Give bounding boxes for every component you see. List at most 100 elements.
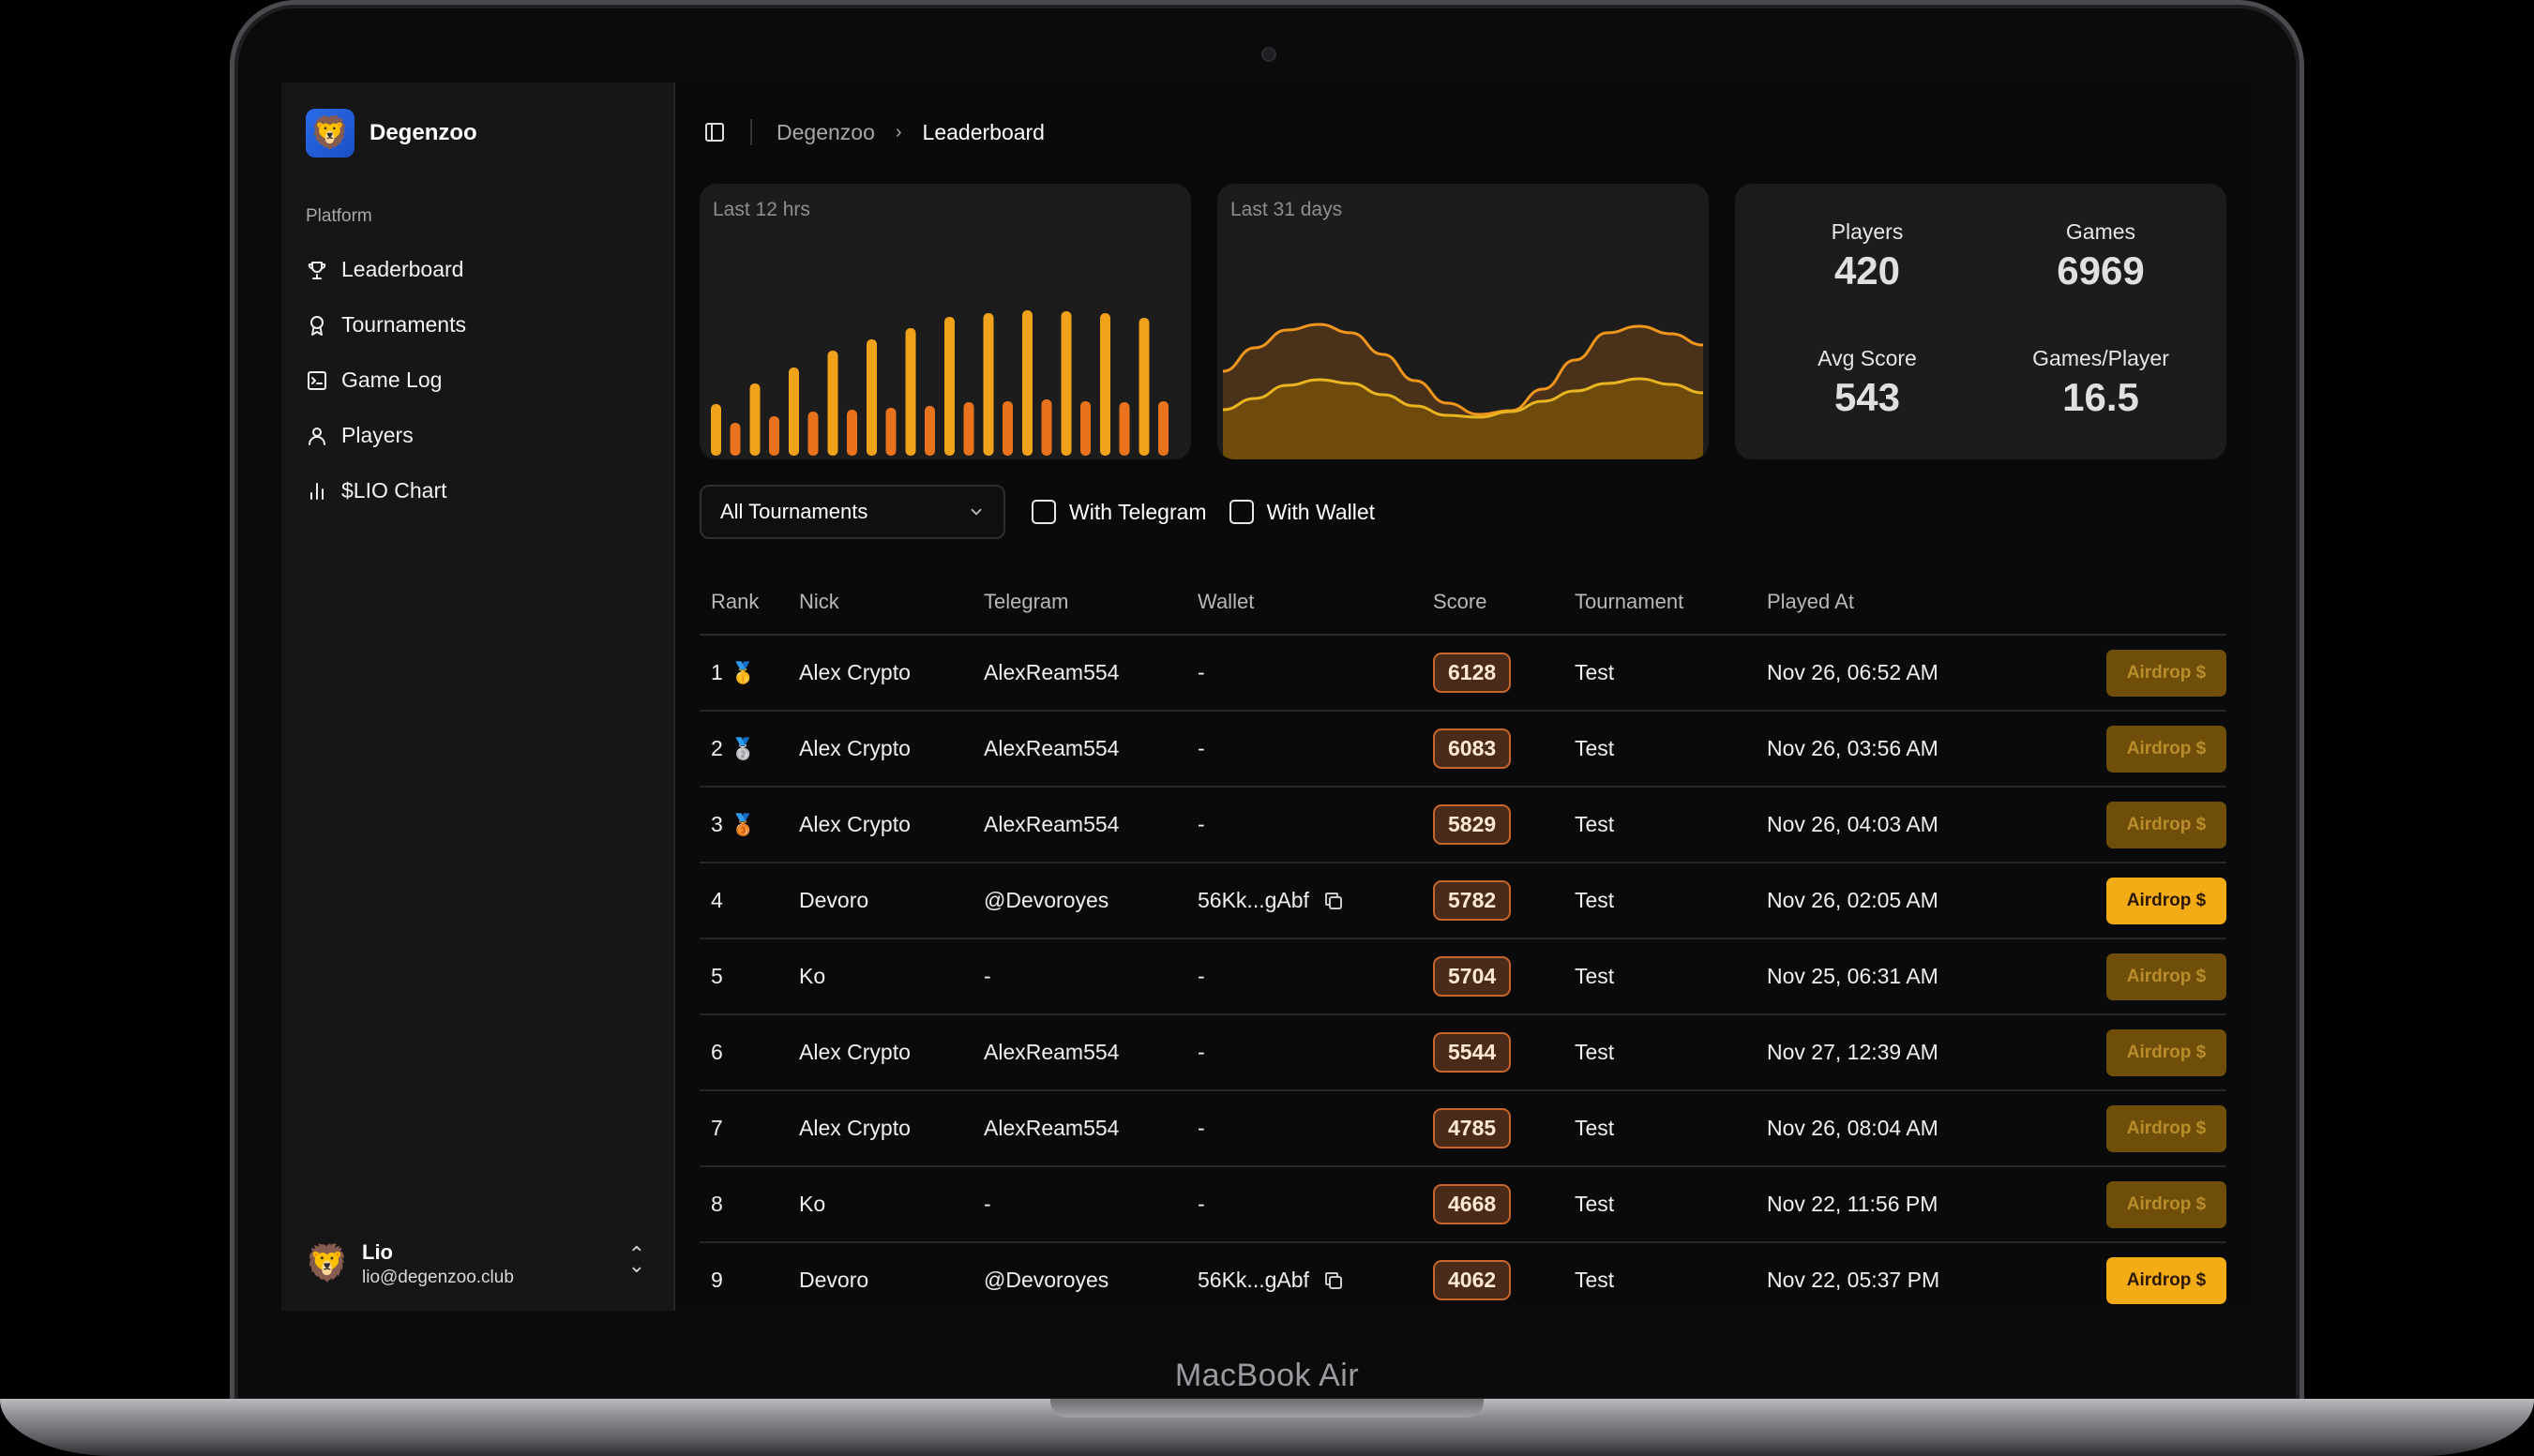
brand[interactable]: 🦁 Degenzoo	[306, 109, 477, 158]
area-line	[1222, 323, 1704, 416]
airdrop-button[interactable]: Airdrop $	[2106, 1104, 2226, 1152]
area-chart	[1222, 323, 1704, 459]
bar	[983, 313, 994, 456]
airdrop-button[interactable]: Airdrop $	[2106, 1028, 2226, 1076]
table-row[interactable]: 1 🥇 Alex Crypto AlexReam554-6128 Test Nov 26,…	[700, 636, 2226, 712]
rank-value: 3	[711, 812, 723, 836]
sidebar-item-players[interactable]: Players	[306, 408, 653, 463]
bar	[1003, 401, 1013, 456]
award-icon	[310, 315, 324, 336]
with-wallet-label: With Wallet	[1266, 499, 1376, 524]
cell-nick: Ko	[799, 1192, 826, 1216]
bar-chart-icon	[310, 482, 324, 500]
chevron-down-icon	[971, 508, 982, 516]
bar	[827, 351, 838, 456]
sidebar-item-game-log[interactable]: Game Log	[306, 353, 653, 408]
cell-wallet: -	[1198, 736, 1433, 761]
bar	[711, 404, 721, 456]
rank-value: 2	[711, 736, 723, 760]
cell-action: Airdrop $	[2082, 1104, 2226, 1152]
with-wallet-filter[interactable]: With Wallet	[1229, 500, 1375, 525]
rank-value: 7	[711, 1116, 723, 1140]
table-row[interactable]: 2 🥈 Alex Crypto AlexReam554-6083 Test Nov 26,…	[700, 712, 2226, 788]
with-telegram-checkbox[interactable]	[1032, 500, 1056, 524]
cell-telegram: AlexReam554	[984, 1116, 1120, 1140]
airdrop-button[interactable]: Airdrop $	[2106, 1256, 2226, 1304]
sidebar-toggle-icon[interactable]	[703, 121, 726, 143]
table-row[interactable]: 9 Devoro @Devoroyes 56Kk...gAbf 4062 Test Nov …	[700, 1243, 2226, 1311]
cell-score: 4785	[1433, 1108, 1575, 1148]
stat-value: 543	[1833, 375, 1901, 419]
header-telegram: Telegram	[984, 590, 1069, 613]
area-fill	[1223, 379, 1703, 459]
sidebar-item-lio-chart[interactable]: $LIO Chart	[306, 463, 653, 518]
area-chart-card: Last 31 days	[1217, 184, 1709, 459]
cell-played-at: Nov 25, 06:31 AM	[1767, 964, 1938, 988]
copy-icon[interactable]	[1322, 1269, 1345, 1292]
cell-nick: Alex Crypto	[799, 1040, 911, 1064]
table-row[interactable]: 5 Ko - - 5704 Test Nov 25, 06:31 AM Airdrop $	[700, 939, 2226, 1015]
sidebar-item-leaderboard[interactable]: Leaderboard	[306, 242, 653, 297]
chevron-right-icon: ›	[895, 121, 902, 143]
airdrop-button[interactable]: Airdrop $	[2106, 725, 2226, 773]
cell-wallet: -	[1198, 1116, 1433, 1141]
bar	[944, 317, 955, 456]
cell-rank: 2 🥈	[700, 736, 799, 761]
cell-tournament: Test	[1575, 1040, 1615, 1064]
silver-medal-icon: 🥈	[730, 736, 757, 760]
wallet-value: -	[1198, 964, 1205, 988]
airdrop-button[interactable]: Airdrop $	[2106, 877, 2226, 924]
cell-telegram: @Devoroyes	[984, 1268, 1109, 1292]
sidebar-item-tournaments[interactable]: Tournaments	[306, 297, 653, 353]
table-row[interactable]: 4 Devoro @Devoroyes 56Kk...gAbf 5782 Test Nov …	[700, 863, 2226, 939]
topbar: Degenzoo › Leaderboard	[703, 118, 1045, 146]
user-menu[interactable]: 🦁 Lio lio@degenzoo.club ⌃ ⌄	[305, 1236, 653, 1292]
cell-telegram: AlexReam554	[984, 736, 1120, 760]
tournament-select[interactable]: All Tournaments	[700, 485, 1005, 539]
score-badge: 5704	[1433, 956, 1512, 997]
header-rank: Rank	[711, 590, 760, 613]
table-row[interactable]: 6 Alex Crypto AlexReam554 - 5544 Test Nov 27, …	[700, 1015, 2226, 1091]
cell-played-at: Nov 22, 11:56 PM	[1767, 1192, 1938, 1216]
sidebar-item-label: Tournaments	[341, 312, 466, 337]
cell-nick: Devoro	[799, 888, 869, 912]
rank-value: 1	[711, 660, 723, 684]
main-content: Degenzoo › Leaderboard Last 12 hrs Last …	[675, 83, 2251, 1311]
sidebar-section-label: Platform	[306, 206, 372, 226]
cell-score: 4668	[1433, 1184, 1575, 1224]
cell-wallet: 56Kk...gAbf	[1198, 888, 1433, 913]
sidebar-item-label: Game Log	[341, 368, 443, 392]
cell-tournament: Test	[1575, 736, 1615, 760]
cell-telegram: AlexReam554	[984, 660, 1120, 684]
table-row[interactable]: 8 Ko - - 4668 Test Nov 22, 11:56 PM Airdrop $	[700, 1167, 2226, 1243]
airdrop-button[interactable]: Airdrop $	[2106, 649, 2226, 697]
avatar: 🦁	[305, 1244, 350, 1283]
cell-played-at: Nov 26, 02:05 AM	[1767, 888, 1938, 912]
with-wallet-checkbox[interactable]	[1229, 500, 1254, 524]
cell-played-at: Nov 26, 04:03 AM	[1767, 812, 1938, 836]
lion-icon: 🦁	[306, 109, 354, 158]
cell-played-at: Nov 22, 05:37 PM	[1767, 1268, 1940, 1292]
trophy-icon	[308, 261, 326, 279]
table-row[interactable]: 3 🥉 Alex Crypto AlexReam554-5829 Test Nov 26,…	[700, 788, 2226, 863]
score-badge: 4062	[1433, 1260, 1512, 1300]
copy-icon[interactable]	[1322, 890, 1345, 912]
sidebar-item-label: Leaderboard	[341, 257, 464, 281]
chevrons-up-down-icon[interactable]: ⌃ ⌄	[627, 1242, 645, 1277]
stat-players: Players 420	[1750, 219, 1984, 293]
cell-action: Airdrop $	[2082, 877, 2226, 924]
score-badge: 6083	[1433, 728, 1512, 769]
cell-nick: Devoro	[799, 1268, 869, 1292]
with-telegram-filter[interactable]: With Telegram	[1032, 500, 1207, 525]
breadcrumb-root[interactable]: Degenzoo	[777, 119, 875, 144]
table-row[interactable]: 7 Alex Crypto AlexReam554 - 4785 Test Nov 26, …	[700, 1091, 2226, 1167]
cell-nick: Alex Crypto	[799, 1116, 911, 1140]
wallet-value: -	[1198, 736, 1205, 760]
cell-played-at: Nov 27, 12:39 AM	[1767, 1040, 1938, 1064]
tournament-select-value: All Tournaments	[720, 500, 868, 523]
airdrop-button[interactable]: Airdrop $	[2106, 1180, 2226, 1228]
airdrop-button[interactable]: Airdrop $	[2106, 953, 2226, 1000]
airdrop-button[interactable]: Airdrop $	[2106, 801, 2226, 848]
cell-rank: 6	[700, 1040, 799, 1065]
cell-wallet: -	[1198, 660, 1433, 685]
